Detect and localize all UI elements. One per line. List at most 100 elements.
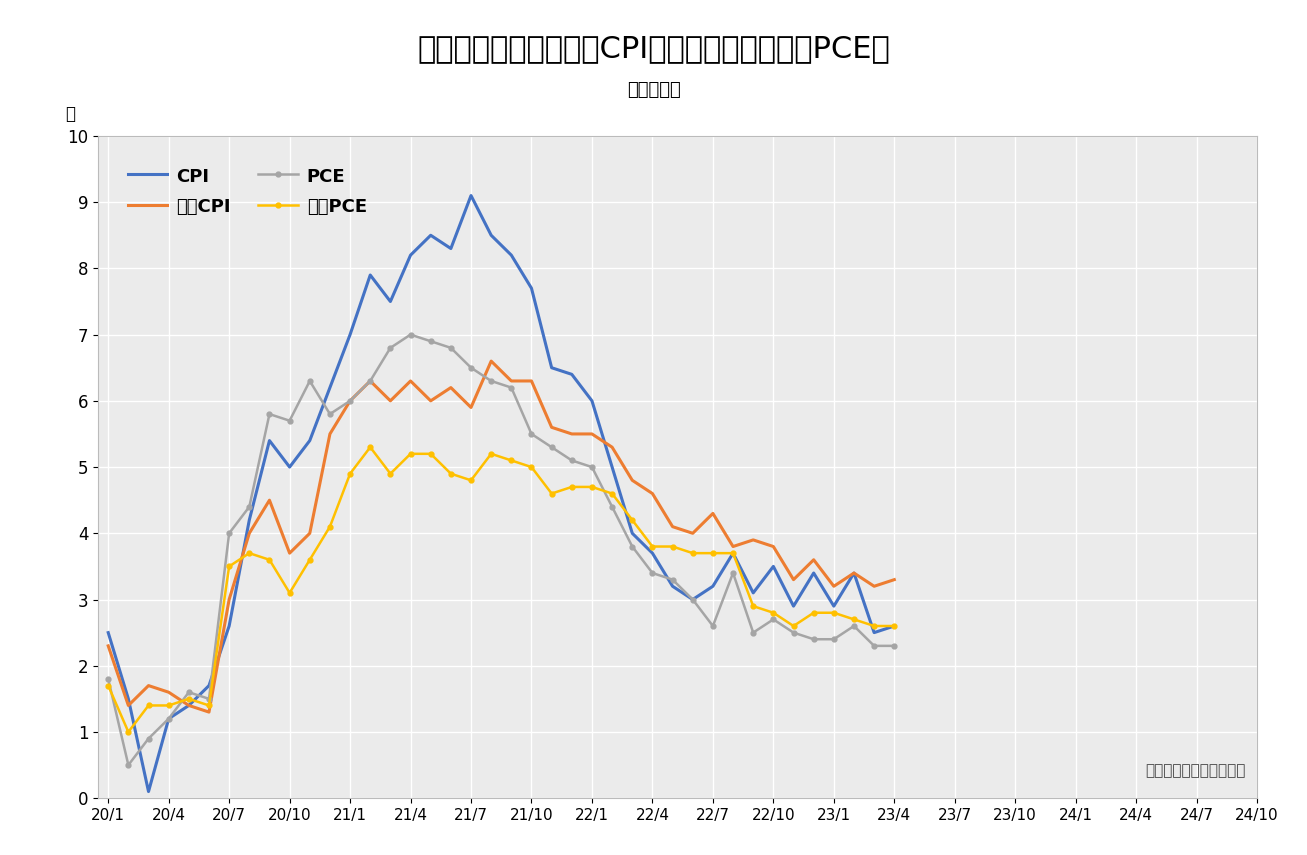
Text: ％: ％ [65, 104, 74, 123]
Text: （出所）労働省、商務省: （出所）労働省、商務省 [1145, 764, 1246, 778]
コアCPI [201, 707, 217, 717]
PCE [685, 594, 701, 604]
コアCPI [704, 508, 720, 518]
コアPCE [484, 449, 499, 459]
コアPCE [524, 462, 540, 472]
コアPCE [322, 522, 337, 532]
PCE [584, 462, 600, 472]
コアCPI [644, 488, 660, 498]
コアCPI [886, 575, 902, 585]
CPI [806, 568, 822, 578]
CPI [584, 396, 600, 406]
コアCPI [725, 541, 741, 551]
コアCPI [403, 376, 418, 386]
PCE [161, 714, 176, 724]
コアCPI [141, 681, 157, 691]
CPI [503, 250, 519, 260]
コアCPI [322, 429, 337, 439]
コアPCE [161, 700, 176, 711]
コアPCE [403, 449, 418, 459]
CPI [846, 568, 861, 578]
コアPCE [604, 488, 620, 498]
コアCPI [524, 376, 540, 386]
コアPCE [503, 456, 519, 466]
PCE [484, 376, 499, 386]
コアCPI [282, 548, 298, 558]
コアPCE [644, 541, 660, 551]
コアCPI [867, 581, 882, 592]
コアPCE [302, 555, 318, 565]
CPI [524, 283, 540, 293]
コアPCE [745, 601, 761, 611]
コアCPI [180, 700, 196, 711]
コアPCE [120, 727, 136, 737]
コアPCE [685, 548, 701, 558]
CPI [786, 601, 801, 611]
PCE [766, 614, 782, 624]
CPI [484, 230, 499, 240]
コアCPI [484, 356, 499, 366]
コアPCE [383, 469, 399, 479]
コアCPI [625, 475, 640, 486]
PCE [886, 640, 902, 651]
PCE [282, 416, 298, 426]
PCE [201, 693, 217, 704]
PCE [563, 456, 579, 466]
Line: CPI: CPI [108, 196, 894, 792]
Text: 前年同月比: 前年同月比 [626, 81, 681, 99]
PCE [362, 376, 378, 386]
PCE [665, 575, 681, 585]
CPI [120, 693, 136, 704]
コアPCE [786, 621, 801, 631]
PCE [322, 409, 337, 419]
CPI [704, 581, 720, 592]
コアPCE [180, 693, 196, 704]
コアPCE [584, 482, 600, 492]
PCE [463, 363, 478, 373]
コアPCE [282, 587, 298, 598]
PCE [806, 634, 822, 645]
PCE [180, 687, 196, 698]
CPI [362, 270, 378, 280]
PCE [704, 621, 720, 631]
コアCPI [544, 422, 559, 433]
コアPCE [463, 475, 478, 486]
コアCPI [745, 534, 761, 545]
コアPCE [766, 608, 782, 618]
Legend: CPI, コアCPI, PCE, コアPCE: CPI, コアCPI, PCE, コアPCE [119, 158, 376, 226]
CPI [725, 548, 741, 558]
Line: コアCPI: コアCPI [108, 361, 894, 712]
コアPCE [625, 515, 640, 525]
コアCPI [563, 429, 579, 439]
コアCPI [161, 687, 176, 698]
コアPCE [221, 561, 237, 571]
コアPCE [886, 621, 902, 631]
PCE [403, 329, 418, 339]
CPI [101, 628, 116, 638]
コアPCE [826, 608, 842, 618]
CPI [544, 363, 559, 373]
コアPCE [725, 548, 741, 558]
コアCPI [383, 396, 399, 406]
CPI [443, 244, 459, 254]
PCE [443, 343, 459, 353]
コアCPI [826, 581, 842, 592]
コアCPI [423, 396, 439, 406]
コアPCE [342, 469, 358, 479]
PCE [644, 568, 660, 578]
コアPCE [362, 442, 378, 452]
PCE [544, 442, 559, 452]
CPI [322, 382, 337, 392]
コアPCE [665, 541, 681, 551]
コアCPI [846, 568, 861, 578]
PCE [242, 502, 257, 512]
PCE [101, 674, 116, 684]
CPI [745, 587, 761, 598]
CPI [383, 297, 399, 307]
CPI [161, 714, 176, 724]
CPI [644, 548, 660, 558]
PCE [625, 541, 640, 551]
PCE [342, 396, 358, 406]
コアPCE [846, 614, 861, 624]
CPI [826, 601, 842, 611]
